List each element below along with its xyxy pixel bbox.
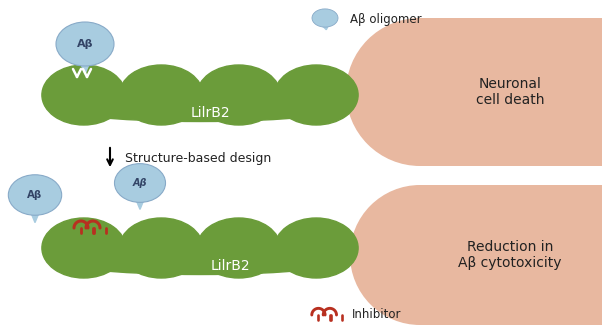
Text: Structure-based design: Structure-based design [125, 151, 272, 164]
Text: Neuronal
cell death: Neuronal cell death [476, 77, 544, 107]
Text: Aβ oligomer: Aβ oligomer [350, 12, 421, 25]
Text: Aβ: Aβ [27, 190, 43, 200]
Ellipse shape [45, 88, 355, 122]
Ellipse shape [45, 242, 355, 274]
Ellipse shape [42, 65, 126, 125]
Ellipse shape [197, 218, 281, 278]
Ellipse shape [197, 65, 281, 125]
Bar [420, 18, 602, 166]
Ellipse shape [42, 218, 126, 278]
Polygon shape [323, 24, 329, 30]
Text: Inhibitor: Inhibitor [352, 309, 402, 322]
Bar [420, 185, 602, 325]
Polygon shape [29, 209, 40, 222]
Polygon shape [79, 59, 91, 74]
Ellipse shape [8, 175, 61, 215]
Ellipse shape [56, 22, 114, 66]
Text: Reduction in
Aβ cytotoxicity: Reduction in Aβ cytotoxicity [458, 240, 562, 270]
Text: LilrB2: LilrB2 [210, 259, 250, 273]
Polygon shape [135, 197, 145, 209]
Text: LilrB2: LilrB2 [190, 106, 230, 120]
Ellipse shape [275, 218, 358, 278]
Ellipse shape [119, 65, 203, 125]
Ellipse shape [275, 65, 358, 125]
Wedge shape [346, 18, 420, 166]
Ellipse shape [312, 9, 338, 27]
Text: Aβ: Aβ [76, 39, 93, 49]
Text: Aβ: Aβ [133, 178, 147, 188]
Wedge shape [350, 185, 420, 325]
Ellipse shape [114, 163, 166, 202]
Ellipse shape [119, 218, 203, 278]
